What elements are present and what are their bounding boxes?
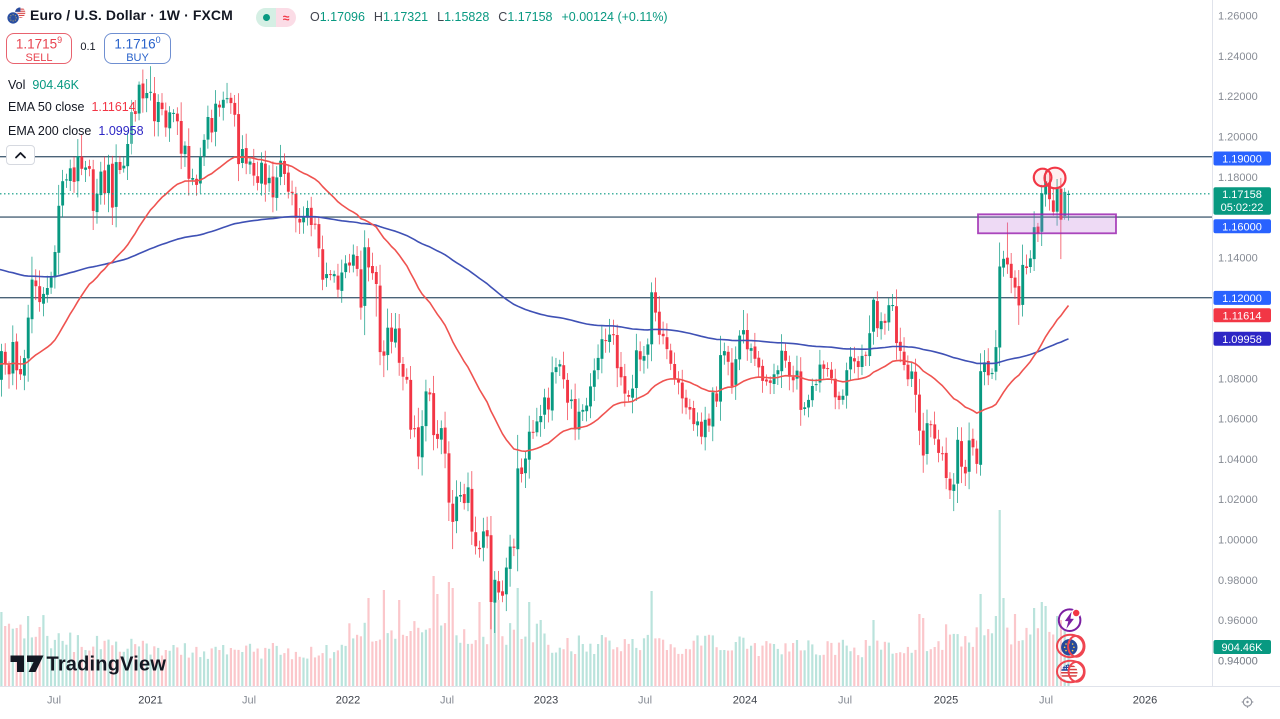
svg-text:0.96000: 0.96000 <box>1218 615 1258 627</box>
svg-text:Jul: Jul <box>440 695 454 707</box>
svg-text:Jul: Jul <box>242 695 256 707</box>
svg-text:Jul: Jul <box>838 695 852 707</box>
svg-text:Jul: Jul <box>638 695 652 707</box>
svg-text:1.06000: 1.06000 <box>1218 414 1258 426</box>
svg-text:0.98000: 0.98000 <box>1218 575 1258 587</box>
svg-text:0.94000: 0.94000 <box>1218 655 1258 667</box>
svg-text:2023: 2023 <box>534 695 558 707</box>
svg-text:1.26000: 1.26000 <box>1218 11 1258 23</box>
svg-text:1.00000: 1.00000 <box>1218 535 1258 547</box>
svg-text:Jul: Jul <box>47 695 61 707</box>
svg-text:1.02000: 1.02000 <box>1218 494 1258 506</box>
svg-text:904.46K: 904.46K <box>1222 642 1264 654</box>
svg-text:05:02:22: 05:02:22 <box>1221 202 1264 214</box>
svg-text:TradingView: TradingView <box>47 654 167 676</box>
svg-text:2021: 2021 <box>138 695 162 707</box>
svg-text:1.12000: 1.12000 <box>1222 293 1262 305</box>
svg-text:1.14000: 1.14000 <box>1218 252 1258 264</box>
svg-text:1.24000: 1.24000 <box>1218 51 1258 63</box>
svg-text:2026: 2026 <box>1133 695 1157 707</box>
svg-text:1.09958: 1.09958 <box>1222 334 1262 346</box>
svg-text:Jul: Jul <box>1039 695 1053 707</box>
svg-text:1.18000: 1.18000 <box>1218 172 1258 184</box>
svg-text:2022: 2022 <box>336 695 360 707</box>
svg-text:1.19000: 1.19000 <box>1222 154 1262 166</box>
svg-text:2025: 2025 <box>934 695 958 707</box>
svg-text:1.17158: 1.17158 <box>1222 189 1262 201</box>
svg-text:1.08000: 1.08000 <box>1218 373 1258 385</box>
svg-text:1.20000: 1.20000 <box>1218 132 1258 144</box>
svg-text:1.04000: 1.04000 <box>1218 454 1258 466</box>
svg-text:1.11614: 1.11614 <box>1223 310 1262 322</box>
svg-text:1.16000: 1.16000 <box>1222 221 1262 233</box>
svg-text:1.22000: 1.22000 <box>1218 91 1258 103</box>
svg-text:2024: 2024 <box>733 695 757 707</box>
